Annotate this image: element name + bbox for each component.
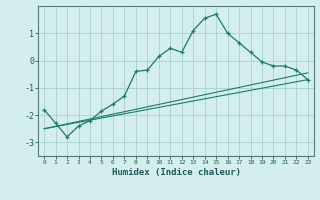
X-axis label: Humidex (Indice chaleur): Humidex (Indice chaleur) [111, 168, 241, 177]
